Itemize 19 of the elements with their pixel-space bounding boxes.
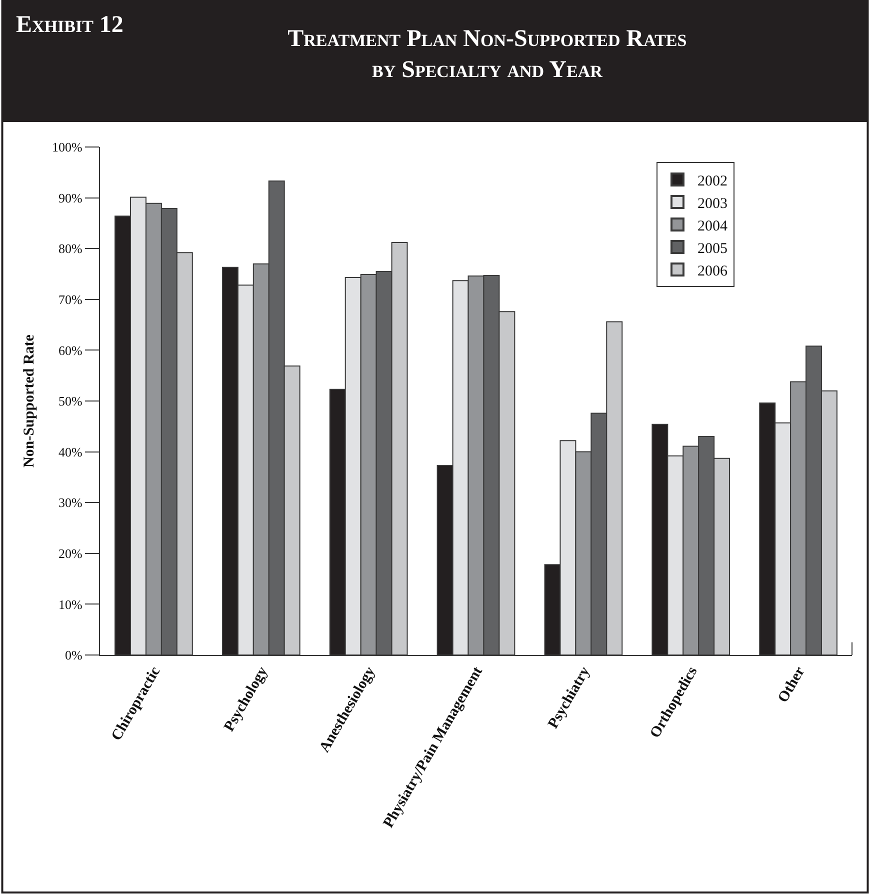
y-tick-label: 60%	[58, 342, 83, 358]
y-tick-label: 20%	[58, 546, 83, 561]
chart-title: Treatment Plan Non-Supported Rates by Specialty and Year	[288, 26, 687, 84]
legend-label: 2006	[697, 263, 728, 280]
legend-label: 2003	[697, 196, 728, 212]
y-tick-label: 100%	[52, 140, 83, 155]
y-tick-label: 70%	[58, 292, 83, 307]
y-tick-label: 0%	[65, 648, 83, 663]
y-tick-label: 80%	[58, 241, 83, 256]
y-tick-label: 90%	[58, 190, 83, 206]
y-tick-label: 10%	[58, 596, 83, 612]
legend-label: 2005	[697, 240, 728, 257]
legend-label: 2002	[697, 173, 728, 190]
y-tick-label: 30%	[58, 495, 83, 510]
y-axis-title: Non-Supported Rate	[21, 334, 38, 468]
y-tick-label: 40%	[58, 444, 83, 460]
legend-label: 2004	[697, 218, 728, 234]
text: Exhibit 12	[16, 12, 124, 38]
y-tick-label: 50%	[58, 394, 83, 409]
